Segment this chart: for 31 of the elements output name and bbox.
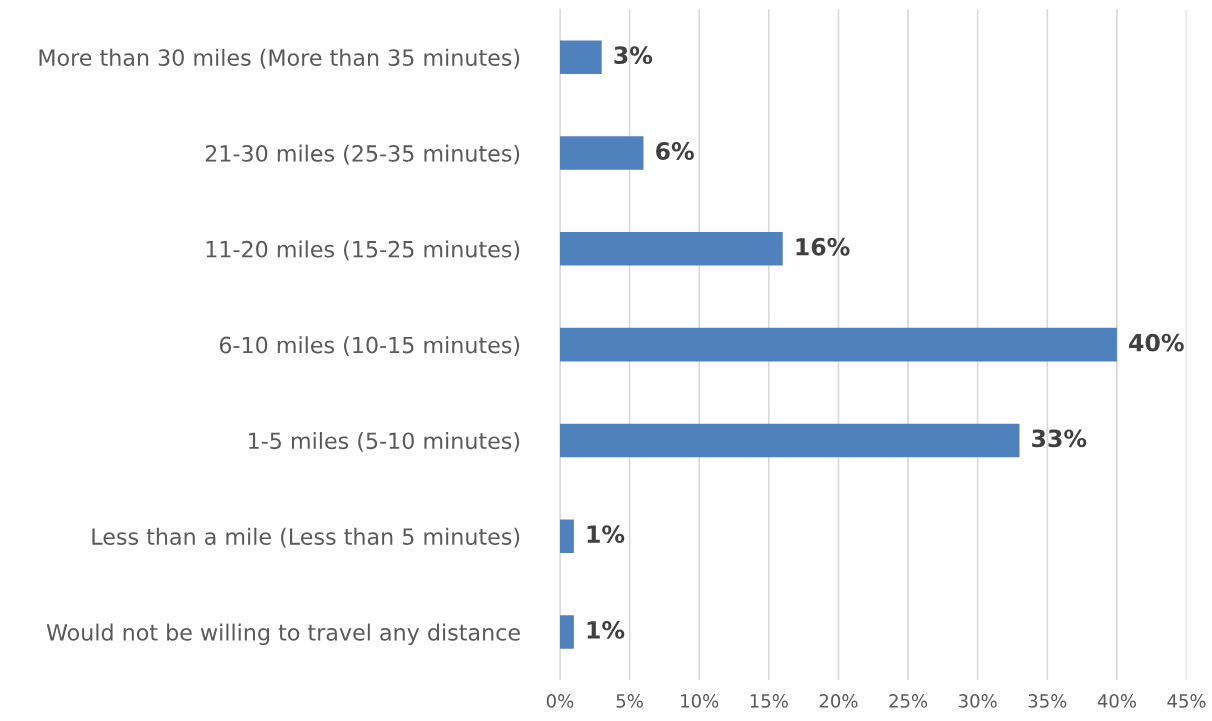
x-tick-label: 10% — [681, 694, 719, 708]
bar — [559, 423, 1020, 458]
y-tick-label: 21-30 miles (25-35 minutes) — [205, 144, 520, 165]
y-tick-label: Would not be willing to travel any distance — [46, 623, 520, 646]
data-label: 33% — [1032, 429, 1087, 448]
y-tick-label: 6-10 miles (10-15 minutes) — [219, 336, 520, 357]
x-tick-label: 5% — [616, 694, 643, 708]
x-tick-label: 35% — [1028, 694, 1067, 708]
y-tick-label: 11-20 miles (15-25 minutes) — [206, 240, 520, 261]
x-tick-label: 20% — [819, 694, 858, 708]
bar — [559, 40, 602, 75]
data-label: 40% — [1129, 333, 1184, 352]
data-label: 3% — [614, 46, 653, 65]
bar — [559, 136, 644, 170]
y-tick-label: Less than a mile (Less than 5 minutes) — [92, 527, 520, 548]
y-tick-label: More than 30 miles (More than 35 minutes) — [39, 48, 520, 69]
data-label: 6% — [656, 142, 694, 160]
data-label: 1% — [587, 621, 625, 639]
data-label: 1% — [587, 525, 625, 544]
x-tick-label: 45% — [1167, 694, 1206, 708]
x-tick-label: 0% — [546, 694, 574, 708]
bar — [559, 232, 783, 266]
data-label: 16% — [796, 237, 850, 256]
y-tick-label: 1-5 miles (5-10 minutes) — [249, 431, 520, 452]
x-tick-label: 30% — [958, 694, 997, 708]
bar — [559, 615, 574, 649]
bar — [559, 519, 574, 553]
x-tick-label: 25% — [889, 694, 928, 708]
bar — [559, 327, 1117, 362]
x-tick-label: 15% — [750, 694, 788, 708]
x-tick-label: 40% — [1097, 694, 1136, 708]
